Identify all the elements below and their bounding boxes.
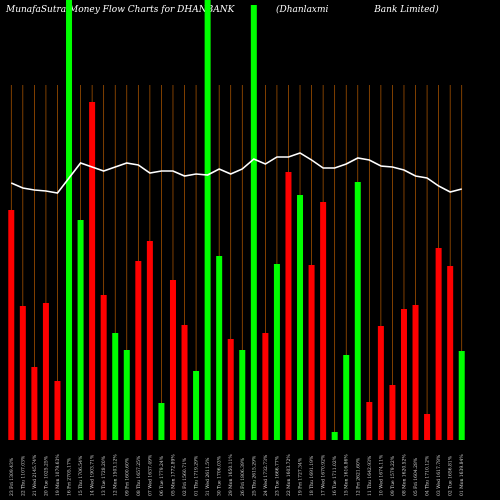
x-tick-label: 14 Wed 1903.71% bbox=[90, 454, 96, 496]
x-tick-label: 22 Thu 1107.03% bbox=[20, 455, 26, 496]
bar bbox=[343, 355, 350, 440]
bar bbox=[54, 381, 61, 440]
x-tick-label: 06 Tue 1779.24% bbox=[159, 455, 165, 496]
bar bbox=[331, 432, 338, 440]
x-tick-label: 10 Wed 1674.11% bbox=[378, 454, 384, 496]
x-tick-label: 16 Tue 1711.02% bbox=[332, 455, 338, 496]
bar bbox=[400, 309, 407, 440]
bar bbox=[412, 305, 419, 440]
bar bbox=[100, 295, 107, 440]
bar bbox=[204, 0, 211, 440]
bar bbox=[66, 0, 73, 440]
bar bbox=[354, 182, 361, 440]
bar bbox=[112, 333, 119, 440]
x-tick-label: 18 Thu 1691.19% bbox=[309, 455, 315, 496]
x-tick-label: 08 Thu 1657.25% bbox=[136, 455, 142, 496]
line-series bbox=[10, 152, 462, 194]
bar bbox=[42, 303, 49, 440]
x-tick-label: 12 Fri 2621.60% bbox=[355, 457, 361, 496]
chart-title: MunafaSutra Money Flow Charts for DHANBA… bbox=[5, 5, 236, 15]
x-tick-label: 20 Tue 1025.25% bbox=[43, 455, 49, 496]
x-tick-label: 16 Fri 2705.17% bbox=[67, 457, 73, 496]
bar bbox=[193, 371, 200, 440]
x-tick-label: 26 Fri 1806.39% bbox=[240, 457, 246, 496]
bar bbox=[123, 350, 130, 440]
x-tick-label: 31 Wed 2611.5% bbox=[205, 457, 211, 496]
bar bbox=[377, 326, 384, 440]
bar bbox=[146, 241, 153, 440]
x-tick-label: 17 Wed 1670.92% bbox=[321, 454, 327, 496]
bar bbox=[31, 367, 38, 440]
x-tick-label: 07 Wed 1637.49% bbox=[147, 454, 153, 496]
x-tick-label: 23 Fri 1309.43% bbox=[9, 457, 15, 496]
bar bbox=[273, 264, 280, 440]
bar bbox=[458, 351, 465, 440]
x-tick-label: 25 Thu 2615.29% bbox=[251, 455, 257, 496]
bar bbox=[366, 402, 373, 440]
x-tick-label: 02 Fri 1560.71% bbox=[182, 457, 188, 496]
chart-subtitle: (Dhanlaxmi Bank Limited) bbox=[276, 4, 439, 15]
x-tick-label: 29 Mon 1650.11% bbox=[228, 454, 234, 496]
bar bbox=[262, 333, 269, 440]
x-tick-label: 03 Wed 1617.78% bbox=[436, 454, 442, 496]
x-tick-label: 21 Wed 2145.74% bbox=[32, 454, 38, 496]
x-tick-label: 15 Mon 1616.86% bbox=[344, 454, 350, 496]
bar bbox=[135, 261, 142, 440]
x-tick-label: 19 Fri 1727.34% bbox=[298, 457, 304, 496]
bar bbox=[89, 102, 96, 440]
x-tick-label: 05 Fri 1604.28% bbox=[413, 457, 419, 496]
bar bbox=[77, 220, 84, 440]
x-tick-label: 09 Fri 1600.60% bbox=[124, 457, 130, 496]
x-tick-label: 12 Mon 1503.12% bbox=[113, 454, 119, 496]
x-tick-label: 09 Tue 1579.22% bbox=[390, 455, 396, 496]
bar bbox=[297, 195, 304, 440]
bar bbox=[181, 325, 188, 440]
bar bbox=[239, 350, 246, 440]
bar bbox=[216, 256, 223, 440]
bar bbox=[435, 248, 442, 440]
x-tick-label: 22 Mon 1603.72% bbox=[286, 454, 292, 496]
bar bbox=[389, 385, 396, 440]
x-tick-label: 13 Tue 1728.20% bbox=[101, 455, 107, 496]
x-tick-label: 15 Thu 1706.54% bbox=[78, 455, 84, 496]
x-tick-label: 08 Mon 1620.52% bbox=[401, 454, 407, 496]
bar bbox=[8, 210, 15, 440]
bar bbox=[250, 5, 257, 440]
x-tick-label: 11 Thu 1642.93% bbox=[367, 455, 373, 496]
bar bbox=[447, 266, 454, 440]
x-tick-label: 01 Mon 1639.84% bbox=[459, 454, 465, 496]
bar bbox=[158, 403, 165, 440]
x-tick-label: 24 Wed 1732.73% bbox=[263, 454, 269, 496]
bar bbox=[320, 202, 327, 440]
x-tick-label: 19 Mon 1079.63% bbox=[55, 454, 61, 496]
x-tick-label: 04 Thu 1710.12% bbox=[425, 455, 431, 496]
bar bbox=[169, 280, 176, 440]
bar bbox=[308, 265, 315, 440]
x-tick-label: 01 Thu 1719.29% bbox=[194, 455, 200, 496]
x-tick-label: 05 Mon 1772.89% bbox=[170, 454, 176, 496]
bar bbox=[424, 414, 431, 440]
bar bbox=[19, 306, 26, 440]
bar bbox=[285, 172, 292, 440]
x-tick-label: 02 Tue 1656.81% bbox=[448, 455, 454, 496]
x-tick-label: 30 Tue 1706.03% bbox=[217, 455, 223, 496]
bar bbox=[227, 339, 234, 440]
x-tick-label: 23 Tue 1666.77% bbox=[274, 455, 280, 496]
